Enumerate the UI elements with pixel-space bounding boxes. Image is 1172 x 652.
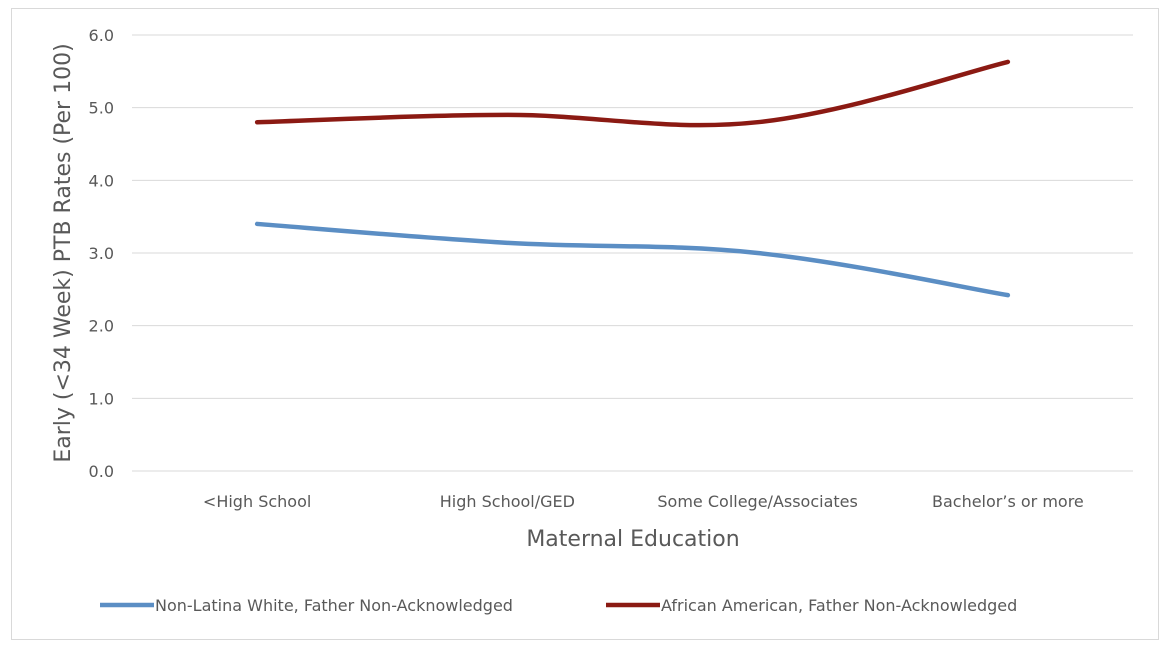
y-tick-label: 1.0 [89, 389, 114, 408]
legend: Non-Latina White, Father Non-Acknowledge… [100, 596, 1017, 615]
y-tick-label: 0.0 [89, 462, 114, 481]
y-tick-label: 4.0 [89, 171, 114, 190]
x-tick-label: Some College/Associates [657, 492, 857, 511]
x-tick-label: <High School [203, 492, 311, 511]
x-tick-label: Bachelor’s or more [932, 492, 1084, 511]
series-line-1 [254, 59, 1011, 128]
y-tick-label: 6.0 [89, 26, 114, 45]
x-axis-ticks: <High School High School/GED Some College/… [203, 492, 1084, 511]
chart-frame [11, 8, 1159, 640]
y-axis-title: Early (<34 Week) PTB Rates (Per 100) [51, 43, 76, 462]
x-tick-label: High School/GED [440, 492, 575, 511]
y-tick-label: 2.0 [89, 317, 114, 336]
y-tick-label: 5.0 [89, 99, 114, 118]
legend-label: Non-Latina White, Father Non-Acknowledge… [155, 596, 513, 615]
y-tick-label: 3.0 [89, 244, 114, 263]
series-line-0 [254, 221, 1011, 298]
series-lines [254, 59, 1011, 298]
legend-label: African American, Father Non-Acknowledge… [661, 596, 1017, 615]
gridlines [132, 34, 1133, 472]
y-axis-ticks: 0.0 1.0 2.0 3.0 4.0 5.0 6.0 [89, 26, 114, 481]
x-axis-title: Maternal Education [526, 527, 739, 552]
